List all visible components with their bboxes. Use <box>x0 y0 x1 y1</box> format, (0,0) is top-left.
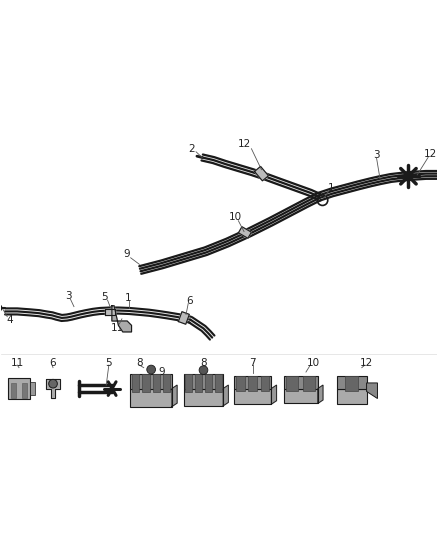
Polygon shape <box>201 155 320 199</box>
Bar <box>184 389 223 406</box>
Bar <box>234 376 271 389</box>
Circle shape <box>199 366 207 375</box>
Bar <box>11 383 16 398</box>
Bar <box>7 378 30 399</box>
Text: 11: 11 <box>11 358 24 368</box>
Bar <box>283 376 317 389</box>
Text: 11: 11 <box>111 322 124 333</box>
Bar <box>162 374 170 392</box>
Bar <box>336 389 366 404</box>
Text: 1: 1 <box>124 293 131 303</box>
Polygon shape <box>254 166 268 181</box>
Text: 1: 1 <box>327 183 334 193</box>
Bar <box>286 376 297 391</box>
Polygon shape <box>139 193 320 274</box>
Polygon shape <box>112 306 131 332</box>
Text: 3: 3 <box>65 291 71 301</box>
Bar <box>283 389 317 403</box>
Circle shape <box>49 379 57 388</box>
Text: 7: 7 <box>249 358 255 368</box>
Text: 10: 10 <box>228 212 241 222</box>
Circle shape <box>146 365 155 374</box>
Text: 4: 4 <box>6 314 13 325</box>
Polygon shape <box>317 171 436 200</box>
Polygon shape <box>5 308 191 322</box>
Bar <box>142 374 149 392</box>
Text: 6: 6 <box>185 295 192 305</box>
Bar <box>344 376 357 391</box>
Polygon shape <box>46 379 60 398</box>
Bar <box>152 374 159 392</box>
Bar <box>22 383 27 398</box>
Bar <box>205 375 211 392</box>
Text: 5: 5 <box>101 292 108 302</box>
Bar <box>184 375 223 389</box>
Text: 12: 12 <box>359 358 372 368</box>
Polygon shape <box>317 385 322 403</box>
Text: 12: 12 <box>423 149 436 159</box>
Bar <box>260 376 269 391</box>
Bar <box>234 389 271 404</box>
Bar <box>303 376 314 391</box>
Bar <box>132 374 139 392</box>
Polygon shape <box>171 385 177 407</box>
Polygon shape <box>188 317 214 340</box>
Polygon shape <box>105 309 114 315</box>
Text: 9: 9 <box>159 367 165 377</box>
Bar <box>248 376 257 391</box>
Bar <box>185 375 192 392</box>
Bar <box>336 376 366 389</box>
Text: 3: 3 <box>372 150 379 160</box>
Text: 5: 5 <box>105 358 112 368</box>
Polygon shape <box>178 312 189 324</box>
Bar <box>236 376 244 391</box>
Text: 2: 2 <box>188 144 194 154</box>
Text: 8: 8 <box>200 358 206 368</box>
Polygon shape <box>366 383 377 399</box>
Polygon shape <box>271 385 276 404</box>
Bar <box>214 375 221 392</box>
Polygon shape <box>238 227 251 238</box>
Bar <box>130 389 171 407</box>
Text: 8: 8 <box>136 358 142 368</box>
Bar <box>195 375 201 392</box>
Text: 12: 12 <box>238 140 251 149</box>
Polygon shape <box>223 385 228 406</box>
Text: 9: 9 <box>123 249 129 259</box>
Text: 6: 6 <box>49 358 55 368</box>
Bar <box>130 374 171 389</box>
Text: 10: 10 <box>307 358 320 368</box>
Bar <box>30 382 35 395</box>
